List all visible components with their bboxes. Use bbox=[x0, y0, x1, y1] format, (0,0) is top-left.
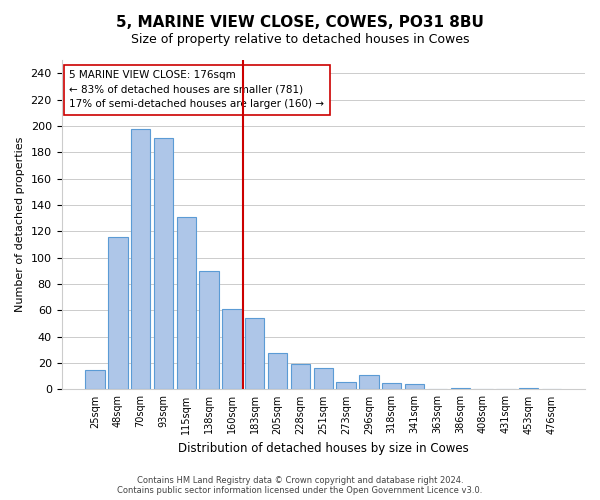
Bar bbox=[245, 318, 265, 390]
Text: Size of property relative to detached houses in Cowes: Size of property relative to detached ho… bbox=[131, 32, 469, 46]
Text: 5 MARINE VIEW CLOSE: 176sqm
← 83% of detached houses are smaller (781)
17% of se: 5 MARINE VIEW CLOSE: 176sqm ← 83% of det… bbox=[70, 70, 325, 110]
Bar bbox=[291, 364, 310, 390]
Bar bbox=[131, 128, 151, 390]
Text: 5, MARINE VIEW CLOSE, COWES, PO31 8BU: 5, MARINE VIEW CLOSE, COWES, PO31 8BU bbox=[116, 15, 484, 30]
Bar bbox=[268, 352, 287, 390]
X-axis label: Distribution of detached houses by size in Cowes: Distribution of detached houses by size … bbox=[178, 442, 469, 455]
Bar bbox=[451, 388, 470, 390]
Bar bbox=[405, 384, 424, 390]
Bar bbox=[222, 309, 242, 390]
Bar bbox=[359, 375, 379, 390]
Bar bbox=[382, 383, 401, 390]
Bar bbox=[337, 382, 356, 390]
Text: Contains HM Land Registry data © Crown copyright and database right 2024.
Contai: Contains HM Land Registry data © Crown c… bbox=[118, 476, 482, 495]
Bar bbox=[199, 271, 219, 390]
Bar bbox=[314, 368, 333, 390]
Bar bbox=[108, 236, 128, 390]
Y-axis label: Number of detached properties: Number of detached properties bbox=[15, 137, 25, 312]
Bar bbox=[85, 370, 105, 390]
Bar bbox=[176, 217, 196, 390]
Bar bbox=[519, 388, 538, 390]
Bar bbox=[154, 138, 173, 390]
